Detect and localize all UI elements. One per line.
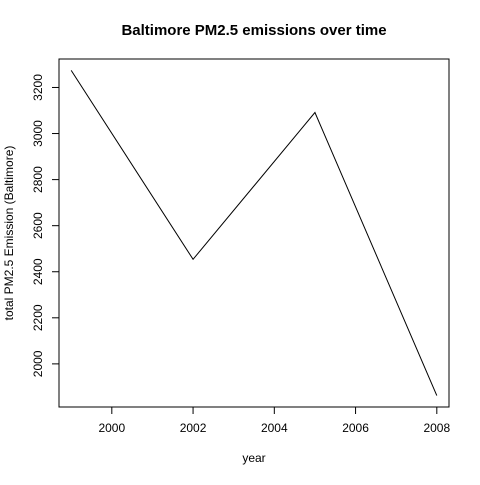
plot-frame: [58, 58, 450, 408]
x-axis: 2000 2002 2004 2006 2008: [98, 406, 450, 435]
y-tick-label: 2400: [31, 258, 45, 285]
x-tick-label: 2000: [98, 421, 125, 435]
x-tick-label: 2002: [180, 421, 207, 435]
x-tick-label: 2004: [261, 421, 288, 435]
x-tick-label: 2008: [423, 421, 450, 435]
series-layer: [70, 70, 438, 396]
series-line: [70, 70, 438, 396]
y-tick-label: 2000: [31, 350, 45, 377]
x-axis-label: year: [242, 451, 265, 465]
y-tick-label: 2800: [31, 166, 45, 193]
y-tick-label: 3000: [31, 120, 45, 147]
y-tick-label: 2200: [31, 304, 45, 331]
x-tick-label: 2006: [342, 421, 369, 435]
y-tick-label: 3200: [31, 74, 45, 101]
y-axis: 2000 2200 2400 2600 2800 3000 3200: [31, 74, 60, 377]
y-axis-label: total PM2.5 Emission (Baltimore): [2, 146, 16, 321]
chart-title: Baltimore PM2.5 emissions over time: [121, 22, 386, 39]
y-tick-label: 2600: [31, 212, 45, 239]
